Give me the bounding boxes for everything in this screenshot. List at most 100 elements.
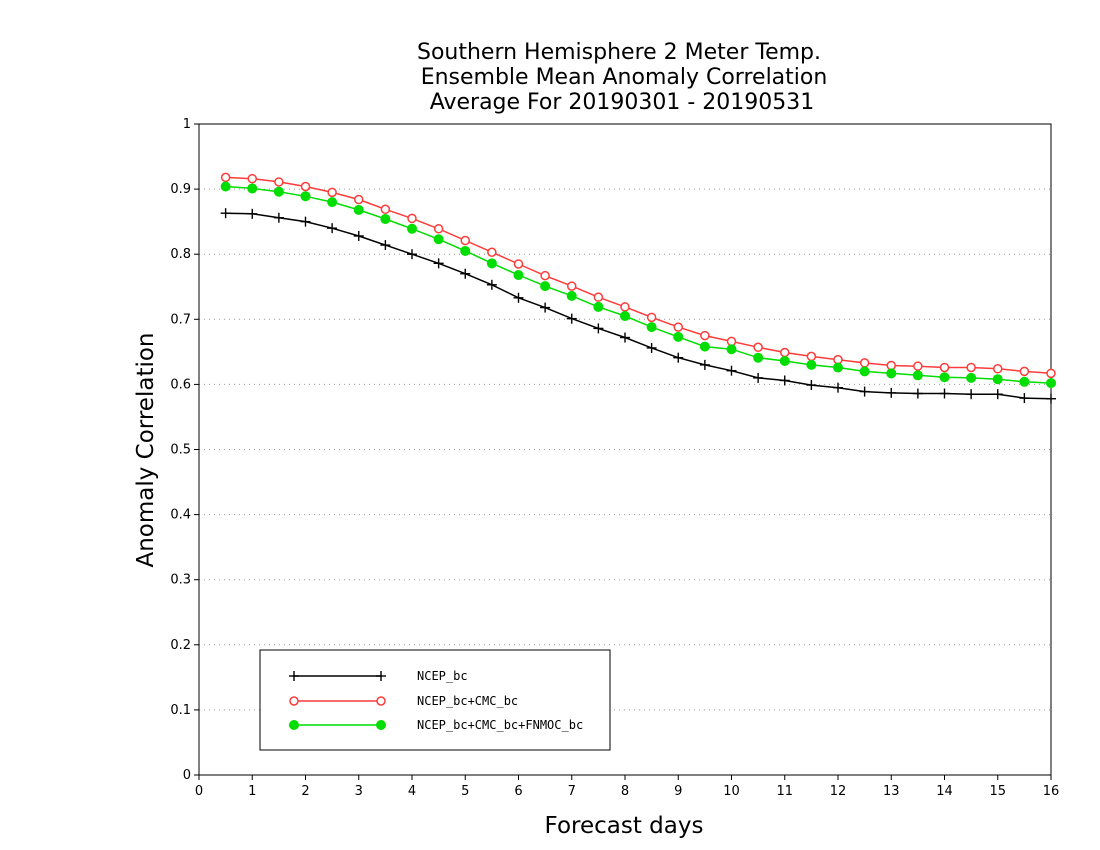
plot-frame: [198, 123, 1052, 776]
data-point: [859, 366, 870, 377]
data-point: [353, 230, 364, 241]
data-point: [300, 191, 311, 202]
data-point: [433, 258, 444, 269]
data-point: [353, 204, 364, 215]
data-point: [486, 258, 497, 269]
data-point: [673, 331, 684, 342]
data-point: [407, 223, 417, 234]
data-point: [380, 214, 391, 225]
legend-items: NCEP_bc NCEP_bc+CMC_bc NCEP_bc+CMC_bc+FNMO…: [289, 669, 583, 732]
series-1: [220, 208, 1056, 404]
data-point: [433, 234, 444, 245]
data-point: [806, 351, 817, 362]
data-point: [726, 344, 737, 355]
data-point: [886, 360, 896, 371]
x-tick-label: 10: [723, 784, 740, 799]
data-point: [646, 342, 657, 353]
legend-label: NCEP_bc+CMC_bc: [417, 694, 518, 708]
data-point: [913, 361, 923, 371]
data-point: [726, 336, 737, 347]
data-point: [806, 380, 817, 391]
data-point: [699, 359, 710, 370]
data-point: [513, 270, 524, 281]
data-point: [247, 173, 257, 184]
data-point: [912, 370, 923, 381]
data-point: [886, 368, 897, 379]
data-point: [327, 187, 337, 198]
data-point: [673, 352, 684, 363]
data-point: [247, 183, 258, 194]
y-tick-label: 0.7: [170, 312, 191, 327]
data-point: [992, 374, 1003, 385]
legend-box: [259, 649, 611, 751]
data-point: [1019, 376, 1030, 387]
data-point: [460, 235, 470, 246]
data-point: [1046, 368, 1056, 379]
y-tick-label: 0: [183, 768, 191, 783]
y-tick-label: 0.3: [170, 573, 191, 588]
data-point: [886, 387, 897, 398]
data-point: [300, 216, 311, 227]
legend-label: NCEP_bc+CMC_bc+FNMOC_bc: [417, 718, 583, 732]
legend-label: NCEP_bc: [417, 669, 468, 683]
y-tick-label: 0.4: [170, 508, 191, 523]
data-point: [540, 270, 550, 281]
x-tick-label: 9: [674, 784, 682, 799]
data-point: [487, 247, 497, 257]
series-2: [220, 172, 1056, 379]
x-tick-label: 11: [776, 784, 793, 799]
y-tick-label: 0.1: [170, 703, 191, 718]
data-point: [327, 197, 338, 208]
data-point: [966, 372, 977, 383]
data-point: [486, 279, 497, 290]
x-tick-label: 16: [1043, 784, 1060, 799]
data-point: [1019, 366, 1030, 377]
data-point: [274, 177, 284, 187]
legend-marker: [376, 696, 386, 706]
x-tick-label: 12: [830, 784, 847, 799]
axis-ticks: 00.10.20.30.40.50.60.70.80.910 1 2 3 4 5 6 7 8 9 1…: [170, 117, 1059, 799]
legend-item: NCEP_bc+CMC_bc+FNMOC_bc: [289, 718, 583, 732]
data-point: [699, 341, 710, 352]
data-point: [912, 388, 923, 399]
data-point: [460, 268, 471, 279]
title-line-1: Southern Hemisphere 2 Meter Temp.: [417, 40, 821, 65]
x-axis-title: Forecast days: [545, 813, 704, 839]
data-point: [593, 292, 604, 302]
x-tick-label: 2: [301, 784, 309, 799]
data-point: [779, 375, 790, 386]
legend-marker: [289, 720, 299, 730]
title-line-3: Average For 20190301 - 20190531: [430, 90, 815, 115]
data-point: [753, 352, 764, 363]
data-point: [779, 355, 790, 366]
x-tick-label: 3: [355, 784, 363, 799]
data-point: [593, 301, 604, 312]
title-line-2: Ensemble Mean Anomaly Correlation: [421, 65, 828, 90]
x-tick-label: 14: [936, 784, 953, 799]
y-tick-label: 0.5: [170, 443, 191, 458]
series-line: [225, 212, 1052, 400]
data-point: [380, 204, 391, 215]
x-tick-label: 6: [514, 784, 522, 799]
data-point: [620, 311, 630, 322]
y-axis-title: Anomaly Correlation: [133, 332, 159, 567]
legend-marker: [376, 720, 386, 730]
data-point: [859, 386, 870, 397]
data-point: [380, 240, 391, 251]
data-point: [273, 212, 284, 223]
series-layer: [220, 172, 1056, 404]
series-line: [225, 185, 1052, 384]
y-tick-label: 0.6: [170, 377, 191, 392]
data-point: [646, 322, 657, 333]
y-tick-label: 0.2: [170, 638, 191, 653]
data-point: [620, 332, 630, 343]
data-point: [247, 208, 258, 219]
data-point: [566, 313, 577, 324]
data-point: [700, 330, 710, 341]
data-point: [646, 312, 657, 323]
x-tick-label: 1: [248, 784, 256, 799]
data-point: [300, 181, 311, 192]
data-point: [354, 194, 364, 205]
y-tick-label: 1: [183, 117, 191, 132]
legend-marker: [376, 671, 386, 681]
